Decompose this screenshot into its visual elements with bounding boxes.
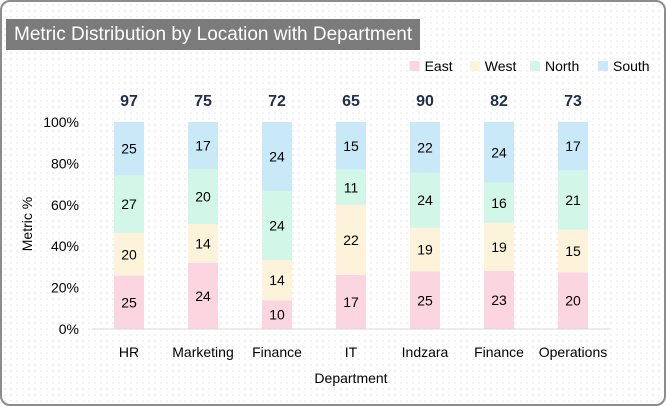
bar-segment-south [558,122,588,171]
x-tick-label: HR [119,344,139,360]
segment-value-label: 21 [565,192,581,208]
segment-value-label: 16 [491,195,507,211]
x-axis: HR Marketing Finance IT Indzara Finance Operat… [92,328,610,360]
bar-segment-east [558,272,588,329]
bar-segment-south [336,122,366,170]
bar-segment-north [336,169,366,205]
total-value-label: 73 [564,93,582,110]
segment-value-label: 25 [121,141,137,157]
segment-value-label: 20 [121,246,137,262]
segment-value-label: 22 [417,139,433,155]
bar-segment-south [114,122,144,176]
segment-value-label: 24 [491,144,507,160]
y-tick-label: 80% [51,155,79,171]
bar-segment-east [410,271,440,329]
bar-segment-west [558,229,588,273]
y-axis: 0% 20% 40% 60% 80% 100% [43,114,79,337]
bar-segment-north [484,182,514,223]
legend-label-south: South [613,58,650,74]
legend: East West North South [409,58,650,74]
bar-segment-west [262,260,292,301]
total-value-label: 90 [416,93,434,110]
segment-value-label: 27 [121,196,137,212]
segment-value-label: 22 [343,232,359,248]
bar-segment-east [114,275,144,329]
x-tick-label: Finance [474,344,524,360]
legend-swatch-north [530,61,540,71]
y-axis-label: Metric % [19,197,35,251]
total-value-label: 65 [342,93,360,110]
segment-value-label: 17 [195,137,211,153]
bar-segment-east [188,262,218,329]
y-tick-label: 100% [43,114,79,130]
bar-segment-north [188,168,218,225]
y-tick-label: 0% [59,321,79,337]
segment-value-label: 10 [269,307,285,323]
legend-label-north: North [545,58,579,74]
segment-value-label: 14 [269,272,285,288]
segment-value-label: 25 [121,294,137,310]
segment-value-label: 19 [417,242,433,258]
bar-segment-north [114,175,144,233]
bar-segment-south [410,122,440,173]
segment-value-label: 24 [269,149,285,165]
segment-value-label: 17 [565,138,581,154]
y-tick-label: 60% [51,197,79,213]
legend-swatch-west [469,61,480,71]
bar-segment-west [410,227,440,272]
segment-value-label: 24 [269,218,285,234]
legend-swatch-east [409,61,420,71]
total-value-label: 97 [120,93,138,110]
segment-value-label: 23 [491,292,507,308]
bar-segment-south [484,122,514,183]
segment-value-label: 17 [343,294,359,310]
segment-value-label: 24 [195,288,211,304]
bar-segment-east [262,300,292,329]
total-value-label: 72 [268,93,286,110]
bars: 25 20 27 25 97 24 14 20 17 75 10 14 24 24 72 17 22 11 15 65… [114,93,588,329]
x-tick-label: Marketing [172,344,233,360]
bar-segment-north [262,191,292,260]
bar-segment-south [188,122,218,169]
legend-label-west: West [485,58,517,74]
y-tick-label: 20% [51,280,79,296]
total-value-label: 82 [490,93,508,110]
segment-value-label: 20 [195,189,211,205]
bar-segment-west [114,232,144,276]
bar-segment-west [188,224,218,263]
segment-value-label: 20 [565,293,581,309]
segment-value-label: 15 [343,138,359,154]
legend-swatch-south [598,61,608,71]
x-axis-label: Department [314,370,387,386]
total-value-label: 75 [194,93,212,110]
segment-value-label: 11 [344,179,359,195]
bar-segment-north [410,172,440,228]
chart-title: Metric Distribution by Location with Dep… [6,19,421,50]
x-tick-label: Indzara [402,344,449,360]
x-tick-label: Finance [252,344,302,360]
bar-segment-north [558,170,588,230]
bar-segment-west [484,222,514,271]
bar-segment-south [262,122,292,191]
segment-value-label: 15 [565,243,581,259]
legend-label-east: East [425,58,453,74]
x-tick-label: IT [345,344,358,360]
x-tick-label: Operations [539,344,607,360]
bar-segment-east [484,270,514,329]
segment-value-label: 19 [491,239,507,255]
bar-segment-west [336,204,366,275]
bar-segment-east [336,274,366,329]
y-tick-label: 40% [51,238,79,254]
segment-value-label: 24 [417,192,433,208]
segment-value-label: 25 [417,292,433,308]
segment-value-label: 14 [195,235,211,251]
